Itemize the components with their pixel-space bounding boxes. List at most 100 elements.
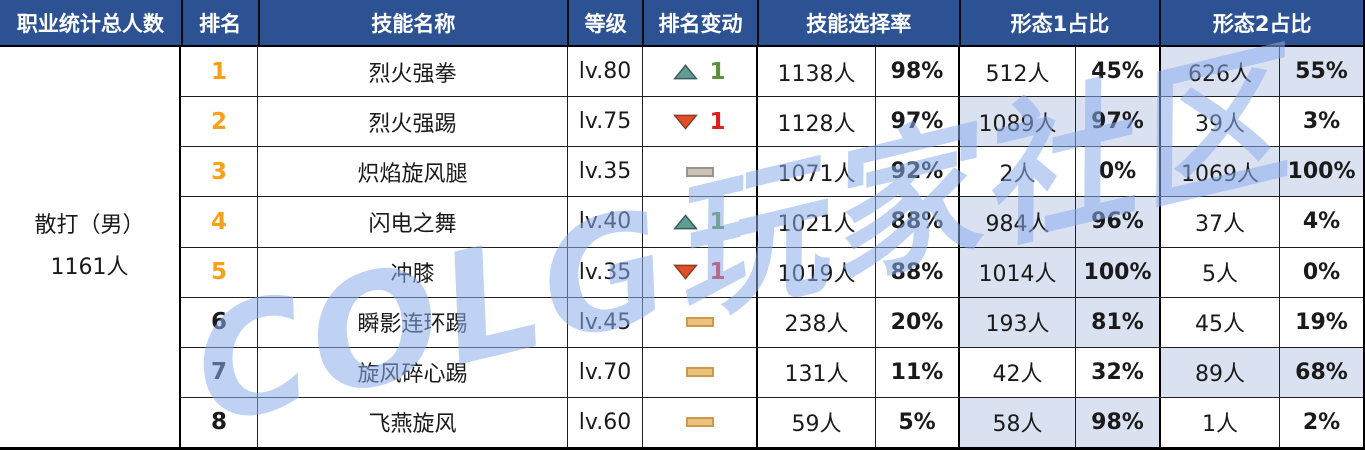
rank-cell: 5 <box>181 247 258 297</box>
level-cell: lv.35 <box>568 247 643 297</box>
skill-name-cell: 瞬影连环踢 <box>258 297 568 347</box>
form2-count-cell: 37人 <box>1161 197 1280 247</box>
selection-count-cell: 1128人 <box>758 97 876 147</box>
class-total-count: 1161人 <box>50 255 129 280</box>
form2-pct-cell: 0% <box>1302 259 1341 285</box>
level-cell: lv.40 <box>568 197 643 247</box>
selection-pct-cell: 97% <box>876 97 960 147</box>
selection-pct-cell: 20% <box>876 297 960 347</box>
table-row: 4 闪电之舞 lv.40 1 1021人 88% 984人 96% 37人 4% <box>181 196 1363 247</box>
rank-change-amount: 1 <box>709 208 726 235</box>
form2-count-cell: 39人 <box>1161 97 1280 147</box>
rank-cell: 7 <box>181 347 258 397</box>
skill-name-cell: 旋风碎心踢 <box>258 347 568 397</box>
class-summary-cell: 散打（男） 1161人 <box>0 47 181 447</box>
rank-change-cell <box>643 397 758 447</box>
selection-pct-cell: 92% <box>876 147 960 197</box>
form1-pct-cell: 45% <box>1076 47 1161 97</box>
form2-pct-cell: 68% <box>1280 347 1363 397</box>
rank-change-cell <box>643 147 758 197</box>
rank-same-icon <box>685 317 714 328</box>
rank-up-icon <box>673 214 699 230</box>
level-cell: lv.75 <box>568 97 643 147</box>
header-class-total: 职业统计总人数 <box>0 0 183 45</box>
table-rows: 1 烈火强拳 lv.80 1 1138人 98% 512人 45% 626人 55% 2 烈火强踢 lv… <box>181 47 1363 447</box>
form1-count-cell: 1014人 <box>960 247 1076 297</box>
selection-count-cell: 1071人 <box>758 147 876 197</box>
level-cell: lv.35 <box>568 147 643 197</box>
rank-same-icon <box>685 367 714 378</box>
rank-change-cell <box>643 297 758 347</box>
header-level: 等级 <box>569 0 645 45</box>
form2-pct-cell: 3% <box>1302 109 1341 135</box>
form2-count-cell: 45人 <box>1161 297 1280 347</box>
form2-pct-cell: 4% <box>1302 209 1341 235</box>
skill-name-cell: 飞燕旋风 <box>258 397 568 447</box>
rank-same-icon <box>685 417 714 428</box>
header-rank-change: 排名变动 <box>644 0 759 45</box>
table-row: 3 炽焰旋风腿 lv.35 1071人 92% 2人 0% 1069人 100% <box>181 146 1363 197</box>
form1-count-cell: 193人 <box>960 297 1076 347</box>
rank-down-icon <box>673 264 699 280</box>
form1-pct-cell: 100% <box>1076 247 1161 297</box>
form2-count-cell: 1069人 <box>1161 147 1280 197</box>
header-rank: 排名 <box>183 0 260 45</box>
form1-pct-cell: 32% <box>1076 347 1161 397</box>
table-row: 1 烈火强拳 lv.80 1 1138人 98% 512人 45% 626人 55% <box>181 47 1363 97</box>
form1-count-cell: 58人 <box>960 397 1076 447</box>
selection-pct-cell: 11% <box>876 347 960 397</box>
form1-count-cell: 2人 <box>960 147 1076 197</box>
level-cell: lv.60 <box>568 397 643 447</box>
table-row: 5 冲膝 lv.35 1 1019人 88% 1014人 100% 5人 0% <box>181 246 1363 297</box>
form2-pct-cell: 100% <box>1280 147 1363 197</box>
selection-count-cell: 131人 <box>758 347 876 397</box>
skill-name-cell: 烈火强踢 <box>258 97 568 147</box>
table-header-row: 职业统计总人数 排名 技能名称 等级 排名变动 技能选择率 形态1占比 形态2占… <box>0 0 1363 47</box>
level-cell: lv.45 <box>568 297 643 347</box>
form1-pct-cell: 97% <box>1076 97 1161 147</box>
selection-pct-cell: 5% <box>876 397 960 447</box>
rank-change-amount: 1 <box>709 259 726 286</box>
selection-count-cell: 59人 <box>758 397 876 447</box>
rank-change-amount: 1 <box>709 108 726 135</box>
form1-count-cell: 512人 <box>960 47 1076 97</box>
rank-cell: 8 <box>181 397 258 447</box>
skill-name-cell: 炽焰旋风腿 <box>258 147 568 197</box>
selection-count-cell: 1021人 <box>758 197 876 247</box>
skill-name-cell: 闪电之舞 <box>258 197 568 247</box>
form2-count-cell: 5人 <box>1161 247 1280 297</box>
header-form1-share: 形态1占比 <box>961 0 1162 45</box>
rank-change-cell: 1 <box>643 47 758 97</box>
header-selection-rate: 技能选择率 <box>759 0 961 45</box>
selection-count-cell: 1138人 <box>758 47 876 97</box>
rank-cell: 3 <box>181 147 258 197</box>
skill-name-cell: 冲膝 <box>258 247 568 297</box>
rank-up-icon <box>673 63 699 79</box>
header-form2-share: 形态2占比 <box>1212 11 1312 36</box>
table-row: 7 旋风碎心踢 lv.70 131人 11% 42人 32% 89人 68% <box>181 346 1363 397</box>
rank-change-cell: 1 <box>643 97 758 147</box>
selection-pct-cell: 98% <box>876 47 960 97</box>
form1-count-cell: 984人 <box>960 197 1076 247</box>
selection-pct-cell: 88% <box>876 247 960 297</box>
header-skill-name: 技能名称 <box>260 0 570 45</box>
table-row: 8 飞燕旋风 lv.60 59人 5% 58人 98% 1人 2% <box>181 396 1363 447</box>
rank-change-cell <box>643 347 758 397</box>
rank-cell: 6 <box>181 297 258 347</box>
form2-count-cell: 89人 <box>1161 347 1280 397</box>
rank-down-icon <box>673 114 699 130</box>
rank-cell: 4 <box>181 197 258 247</box>
selection-count-cell: 1019人 <box>758 247 876 297</box>
form1-pct-cell: 0% <box>1076 147 1161 197</box>
selection-pct-cell: 88% <box>876 197 960 247</box>
rank-change-amount: 1 <box>709 58 726 85</box>
form2-pct-cell: 2% <box>1302 409 1341 435</box>
class-name: 散打（男） <box>34 213 145 239</box>
form2-pct-cell: 55% <box>1280 47 1363 97</box>
rank-change-cell: 1 <box>643 247 758 297</box>
form2-pct-cell: 19% <box>1295 309 1348 335</box>
form1-pct-cell: 81% <box>1076 297 1161 347</box>
level-cell: lv.70 <box>568 347 643 397</box>
rank-cell: 1 <box>181 47 258 97</box>
